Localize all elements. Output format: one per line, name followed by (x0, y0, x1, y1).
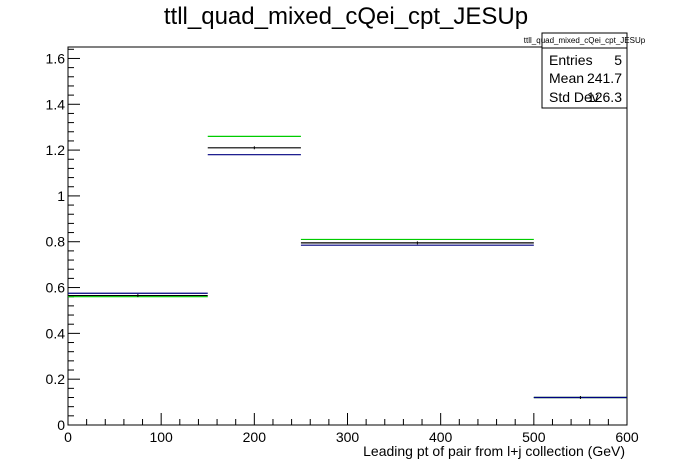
stats-entries-value: 5 (614, 52, 622, 68)
y-axis: 0 0.2 0.4 0.6 0.8 1 1.2 1.4 1.6 (46, 48, 80, 433)
x-tick-label: 300 (336, 429, 360, 445)
stats-mean-label: Mean (549, 70, 584, 86)
stats-entries-label: Entries (549, 52, 593, 68)
y-tick-label: 0.6 (46, 280, 66, 296)
x-tick-label: 0 (64, 429, 72, 445)
stats-mean-value: 241.7 (587, 70, 622, 86)
stats-stddev-value: 126.3 (587, 89, 622, 105)
x-axis: 0 100 200 300 400 500 600 (64, 413, 639, 445)
y-tick-label: 0.2 (46, 371, 66, 387)
chart-title: ttll_quad_mixed_cQei_cpt_JESUp (164, 3, 528, 30)
x-tick-label: 600 (615, 429, 639, 445)
stats-box-frame (541, 32, 628, 109)
y-tick-label: 0 (57, 417, 65, 433)
stats-box-title: ttll_quad_mixed_cQei_cpt_JESUp (524, 36, 646, 45)
x-tick-label: 100 (149, 429, 173, 445)
y-tick-label: 0.8 (46, 234, 66, 250)
y-tick-label: 1 (57, 188, 65, 204)
y-tick-label: 1.4 (46, 96, 66, 112)
y-tick-label: 1.2 (46, 142, 66, 158)
stats-stddev-label: Std Dev (549, 89, 599, 105)
x-tick-label: 200 (243, 429, 267, 445)
x-axis-title: Leading pt of pair from l+j collection (… (363, 443, 625, 459)
x-tick-label: 500 (522, 429, 546, 445)
histogram-series (68, 135, 627, 400)
x-tick-label: 400 (429, 429, 453, 445)
y-tick-label: 0.4 (46, 325, 66, 341)
y-tick-label: 1.6 (46, 50, 66, 66)
stats-box: ttll_quad_mixed_cQei_cpt_JESUp Entries 5… (524, 32, 646, 109)
